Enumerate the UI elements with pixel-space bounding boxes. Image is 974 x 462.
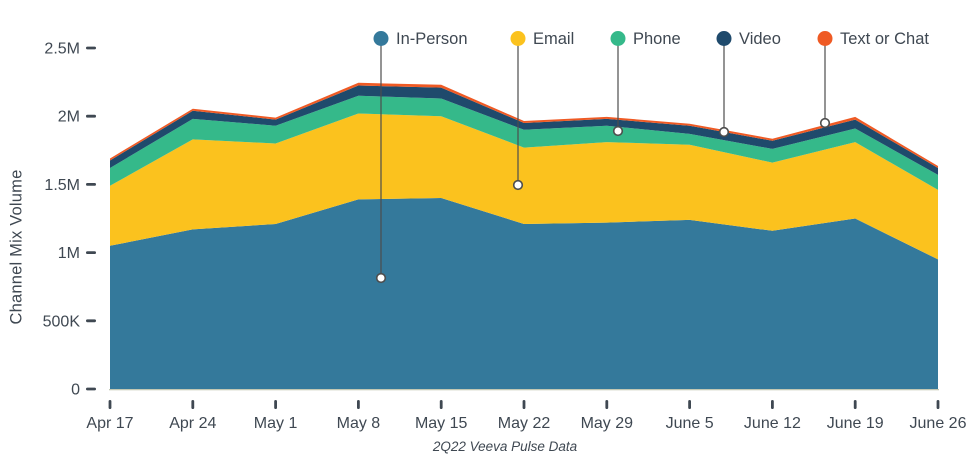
x-tick (108, 400, 112, 409)
y-tick (86, 251, 96, 254)
y-tick-label: 0 (71, 382, 80, 399)
x-tick-label: Apr 17 (86, 415, 133, 432)
x-tick-label: June 19 (827, 415, 884, 432)
callout-endpoint-marker (819, 117, 831, 129)
legend-item-email[interactable]: Email (510, 30, 575, 191)
x-tick-label: May 29 (581, 415, 634, 432)
callout-endpoint-marker (512, 179, 524, 191)
y-tick (86, 183, 96, 186)
x-axis: Apr 17 Apr 24 May 1 May 8 May 15 May 22 May 29… (86, 400, 967, 432)
x-tick-label: May 8 (337, 415, 381, 432)
y-tick (86, 46, 96, 50)
x-tick (191, 400, 195, 409)
x-tick (771, 400, 774, 409)
legend-label: Phone (633, 30, 681, 48)
y-tick (86, 387, 96, 391)
y-tick-label: 1M (58, 245, 80, 262)
area-email[interactable] (110, 113, 938, 260)
area-video[interactable] (110, 85, 938, 175)
legend-swatch-video-icon (716, 31, 732, 46)
x-tick-label: May 1 (254, 415, 298, 432)
legend-label: Text or Chat (840, 30, 929, 48)
x-tick (605, 400, 609, 409)
y-tick-label: 2.5M (44, 41, 80, 58)
legend: In-Person Email Phone Video Text or Chat (373, 30, 930, 284)
x-tick-label: June 26 (910, 415, 967, 432)
legend-item-in-person[interactable]: In-Person (373, 30, 468, 284)
x-tick-label: June 12 (744, 415, 801, 432)
legend-item-video[interactable]: Video (716, 30, 781, 138)
legend-label: Video (739, 30, 781, 48)
callout-endpoint-marker (375, 272, 387, 284)
area-series-group (110, 82, 938, 389)
legend-swatch-text-or-chat-icon (817, 31, 833, 46)
area-in-person[interactable] (110, 198, 938, 389)
x-tick-label: May 15 (415, 415, 468, 432)
y-tick-label: 1.5M (44, 177, 80, 194)
x-tick (522, 400, 526, 409)
legend-item-text-or-chat[interactable]: Text or Chat (817, 30, 930, 129)
legend-swatch-email-icon (510, 31, 526, 46)
x-tick-label: June 5 (666, 415, 714, 432)
y-tick (86, 319, 96, 323)
x-tick-label: May 22 (498, 415, 551, 432)
x-tick (274, 400, 277, 409)
x-tick (688, 400, 691, 409)
legend-swatch-in-person-icon (373, 31, 389, 46)
legend-item-phone[interactable]: Phone (610, 30, 681, 137)
callout-endpoint-marker (718, 126, 730, 138)
y-axis: 0 500K 1M 1.5M 2M 2.5M (43, 41, 96, 399)
x-tick (439, 400, 443, 409)
y-tick-label: 500K (43, 313, 81, 330)
legend-label: Email (533, 30, 574, 48)
area-phone[interactable] (110, 95, 938, 190)
x-tick (357, 400, 360, 409)
y-tick (86, 114, 96, 118)
legend-label: In-Person (396, 30, 468, 48)
x-tick (936, 400, 940, 409)
x-tick (853, 400, 857, 409)
source-note: 2Q22 Veeva Pulse Data (432, 439, 578, 454)
callout-endpoint-marker (612, 125, 624, 137)
y-tick-label: 2M (58, 109, 80, 126)
x-tick-label: Apr 24 (169, 415, 216, 432)
legend-swatch-phone-icon (610, 31, 626, 46)
